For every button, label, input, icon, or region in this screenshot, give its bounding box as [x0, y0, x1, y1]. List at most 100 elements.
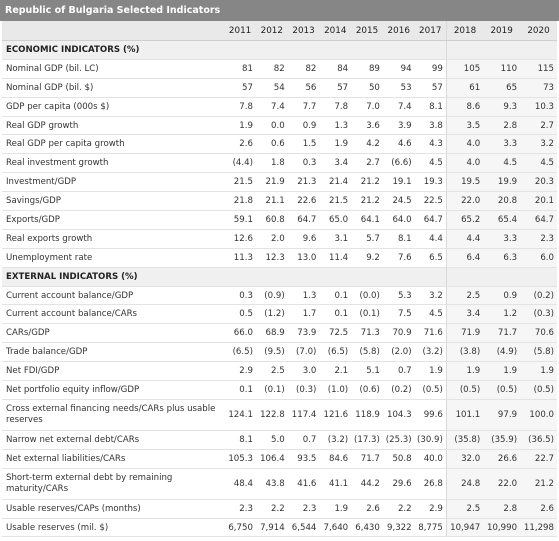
value-cell: 4.0 — [445, 153, 484, 174]
value-cell: 11.4 — [319, 248, 352, 268]
value-cell: 117.4 — [287, 399, 320, 431]
section-header-spacer — [382, 267, 415, 287]
value-cell: 21.5 — [224, 172, 256, 193]
value-cell: 2.6 — [520, 499, 557, 519]
value-cell: 19.1 — [382, 172, 415, 193]
row-label: Current account balance/GDP — [2, 286, 225, 306]
value-cell: 44.2 — [351, 468, 383, 500]
value-cell: 65 — [483, 78, 521, 98]
value-cell: 82 — [255, 59, 288, 79]
value-cell: 26.6 — [483, 449, 521, 469]
value-cell: 4.5 — [520, 153, 557, 174]
value-cell: 7.8 — [224, 97, 256, 117]
value-cell: 2.7 — [520, 116, 557, 136]
row-label: Current account balance/CARs — [2, 304, 225, 325]
value-cell: 1.3 — [287, 286, 320, 306]
value-cell: (0.2) — [382, 380, 415, 400]
value-cell: 1.2 — [483, 304, 521, 325]
value-cell: 99.6 — [414, 399, 447, 431]
value-cell: 22.7 — [520, 449, 557, 469]
value-cell: 73.9 — [287, 323, 320, 344]
value-cell: 72.5 — [319, 323, 352, 344]
value-cell: 21.2 — [520, 468, 557, 500]
row-label: Real GDP per capita growth — [2, 134, 225, 155]
value-cell: 10,947 — [445, 518, 484, 538]
value-cell: 9,322 — [382, 518, 415, 538]
year-header: 2018 — [445, 21, 484, 41]
year-header: 2020 — [520, 21, 557, 41]
year-header-row: 2011 2012 2013 2014 2015 2016 2017 2018 2019 2020 — [2, 21, 557, 41]
year-header: 2016 — [382, 21, 415, 41]
section-heading: EXTERNAL INDICATORS (%) — [2, 267, 225, 287]
value-cell: 19.9 — [483, 172, 521, 193]
table-row: Investment/GDP 21.5 21.9 21.3 21.4 21.2 19.1 19… — [2, 172, 557, 193]
table-row: Real GDP growth 1.9 0.0 0.9 1.3 3.6 3.9 3.8 3.5 2… — [2, 116, 557, 136]
section-header-spacer — [319, 40, 352, 60]
value-cell: 118.9 — [351, 399, 383, 431]
value-cell: 0.1 — [224, 380, 256, 400]
value-cell: 2.2 — [382, 499, 415, 519]
value-cell: (0.5) — [483, 380, 521, 400]
value-cell: 19.3 — [414, 172, 447, 193]
value-cell: 3.8 — [414, 116, 447, 136]
table-row: Unemployment rate 11.3 12.3 13.0 11.4 9.2 7.6 6… — [2, 248, 557, 268]
value-cell: 13.0 — [287, 248, 320, 268]
value-cell: (0.5) — [520, 380, 557, 400]
value-cell: 65.0 — [319, 210, 352, 230]
row-label: CARs/GDP — [2, 323, 225, 344]
value-cell: 2.7 — [351, 153, 383, 174]
value-cell: (6.5) — [319, 342, 352, 363]
section-header-spacer — [287, 267, 320, 287]
value-cell: 122.8 — [255, 399, 288, 431]
table-row: Current account balance/CARs 0.5 (1.2) 1.7 0… — [2, 304, 557, 325]
value-cell: 3.2 — [414, 286, 447, 306]
value-cell: 2.6 — [351, 499, 383, 519]
value-cell: 57 — [319, 78, 352, 98]
value-cell: 2.0 — [255, 229, 288, 249]
value-cell: 4.0 — [445, 134, 484, 155]
table-row: Short-term external debt by remaining ma… — [2, 468, 557, 500]
value-cell: (0.3) — [287, 380, 320, 400]
section-heading: ECONOMIC INDICATORS (%) — [2, 40, 225, 60]
row-label: Nominal GDP (bil. $) — [2, 78, 225, 98]
value-cell: 9.2 — [351, 248, 383, 268]
value-cell: (2.0) — [382, 342, 415, 363]
value-cell: 2.3 — [224, 499, 256, 519]
value-cell: 2.3 — [287, 499, 320, 519]
value-cell: 94 — [382, 59, 415, 79]
value-cell: 5.0 — [255, 430, 288, 450]
value-cell: 7.0 — [351, 97, 383, 117]
value-cell: 59.1 — [224, 210, 256, 230]
value-cell: 0.7 — [287, 430, 320, 450]
value-cell: 4.3 — [414, 134, 447, 155]
value-cell: 65.2 — [445, 210, 484, 230]
value-cell: (5.8) — [520, 342, 557, 363]
section-header-spacer — [382, 40, 415, 60]
value-cell: 0.3 — [287, 153, 320, 174]
value-cell: 50 — [351, 78, 383, 98]
value-cell: 5.7 — [351, 229, 383, 249]
value-cell: 2.5 — [255, 361, 288, 382]
value-cell: 12.3 — [255, 248, 288, 268]
value-cell: 24.8 — [445, 468, 484, 500]
row-label: Real exports growth — [2, 229, 225, 249]
row-label: Exports/GDP — [2, 210, 225, 230]
value-cell: 1.9 — [224, 116, 256, 136]
section-header-spacer — [414, 267, 447, 287]
value-cell: 10.3 — [520, 97, 557, 117]
table-row: Nominal GDP (bil. LC) 81 82 82 84 89 94 99 105 11… — [2, 59, 557, 79]
value-cell: 2.5 — [445, 499, 484, 519]
section-header-spacer — [520, 267, 557, 287]
value-cell: 7.4 — [255, 97, 288, 117]
value-cell: 3.3 — [483, 229, 521, 249]
value-cell: 21.8 — [224, 191, 256, 212]
value-cell: 6.4 — [445, 248, 484, 268]
value-cell: (3.2) — [414, 342, 447, 363]
value-cell: 20.3 — [520, 172, 557, 193]
value-cell: 9.3 — [483, 97, 521, 117]
section-header-spacer — [255, 40, 288, 60]
year-header: 2015 — [351, 21, 383, 41]
value-cell: 22.5 — [414, 191, 447, 212]
value-cell: 1.8 — [255, 153, 288, 174]
row-label: Cross external financing needs/CARs plus… — [2, 399, 225, 431]
